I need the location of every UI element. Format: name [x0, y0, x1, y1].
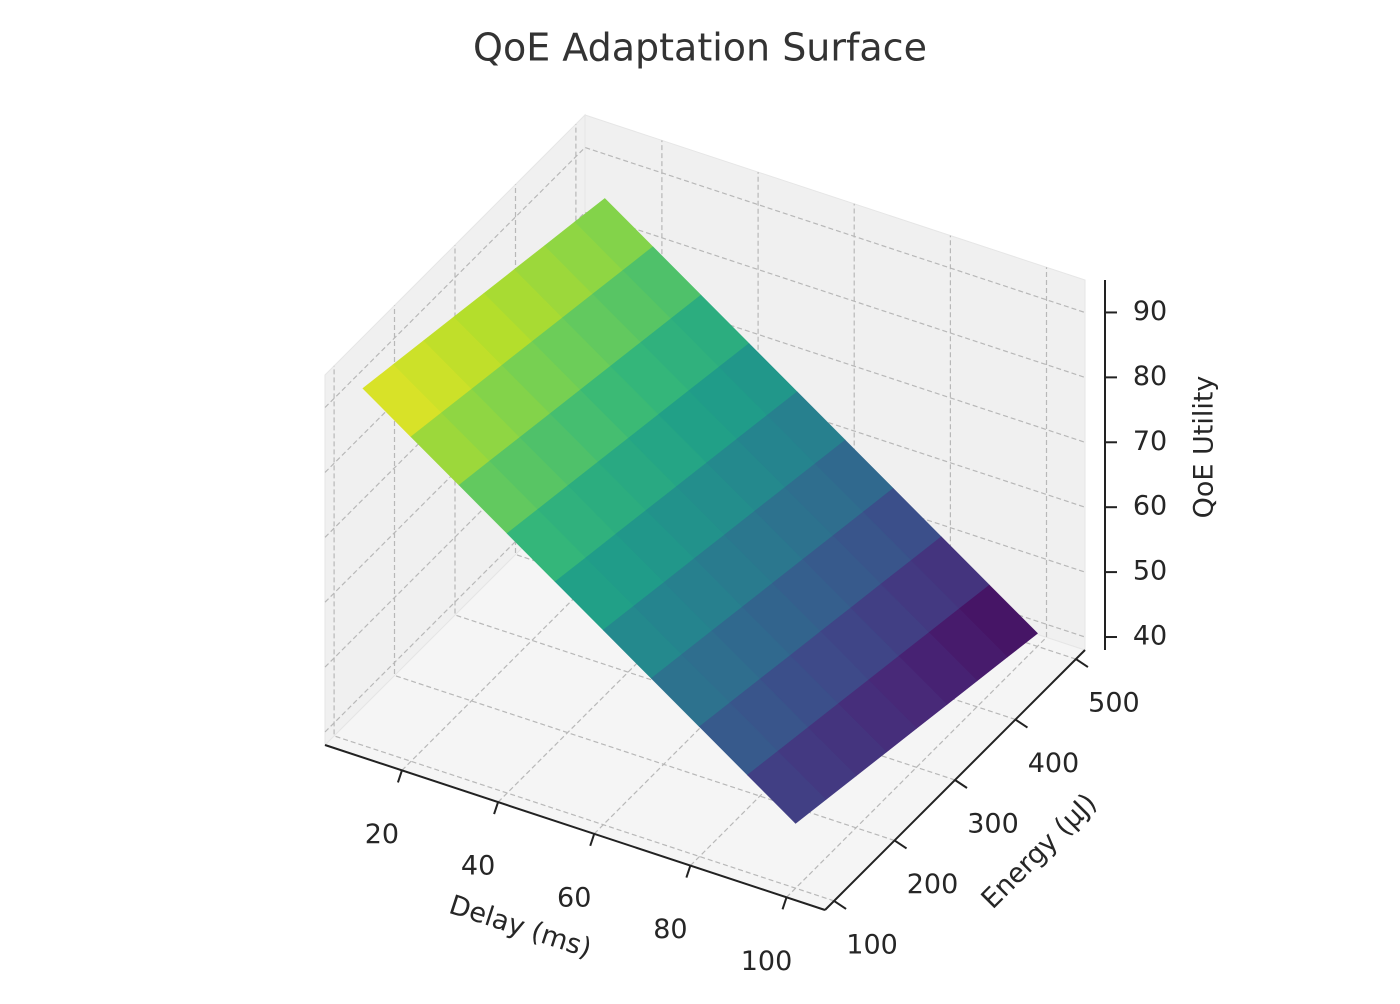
y-tick-label: 400 [1028, 748, 1080, 779]
z-tick-label: 60 [1133, 491, 1167, 522]
grid-line [324, 341, 1086, 603]
x-tick [589, 833, 596, 847]
x-tick [493, 801, 500, 815]
y-tick [954, 779, 968, 789]
y-tick [1075, 658, 1089, 668]
z-tick-label: 70 [1133, 426, 1167, 457]
y-tick-label: 100 [846, 929, 898, 960]
x-tick [685, 865, 692, 878]
x-tick-label: 40 [461, 851, 495, 882]
grid-line [401, 140, 663, 771]
x-tick-label: 80 [653, 914, 687, 945]
grid-line [324, 471, 1086, 733]
grid-line [593, 203, 855, 835]
grid-line [324, 406, 1086, 668]
grid-line [497, 172, 759, 803]
z-tick-label: 50 [1133, 556, 1167, 587]
y-tick-label: 500 [1088, 688, 1140, 719]
z-axis-label: QoE Utility [1189, 376, 1220, 519]
y-tick-label: 200 [907, 869, 959, 900]
x-axis-line [324, 744, 826, 911]
z-tick-label: 40 [1133, 621, 1167, 652]
z-tick-label: 80 [1133, 361, 1167, 392]
chart-title: QoE Adaptation Surface [473, 26, 927, 70]
grid-line [324, 146, 1086, 408]
x-tick-label: 100 [741, 946, 793, 977]
grid-line [324, 276, 1086, 538]
grid-line [786, 267, 1048, 898]
y-tick-label: 300 [967, 809, 1019, 840]
x-tick [396, 770, 403, 783]
x-tick-label: 60 [557, 882, 591, 913]
y-tick [833, 900, 847, 910]
y-tick [893, 839, 908, 850]
x-tick-label: 20 [365, 819, 399, 850]
x-tick [781, 896, 788, 910]
surface-patch [747, 750, 827, 824]
y-tick [1014, 718, 1029, 729]
y-axis-label: Energy (μJ) [976, 788, 1104, 916]
z-tick-label: 90 [1133, 296, 1167, 327]
